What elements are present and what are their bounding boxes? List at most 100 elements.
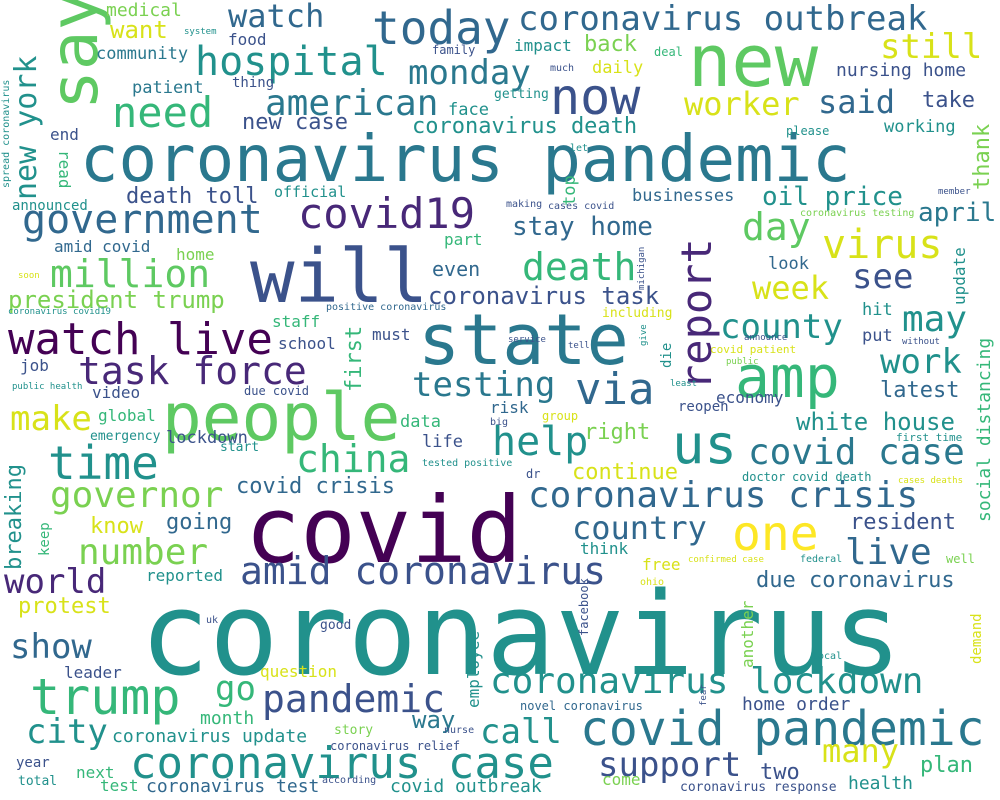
word: spread coronavirus (1, 79, 12, 188)
word: demand (969, 613, 985, 664)
word: nurse (444, 725, 475, 736)
word: lockdown (166, 428, 248, 448)
word: end (50, 125, 79, 144)
word: amid coronavirus (240, 549, 607, 593)
word: nursing home (836, 60, 967, 81)
word: according (322, 775, 377, 786)
word: back (584, 32, 637, 57)
word: employee (464, 630, 483, 708)
word: job (20, 356, 49, 375)
word: covid (245, 477, 522, 584)
word: life (422, 432, 463, 452)
word: due covid (244, 384, 310, 398)
word: member (938, 187, 971, 197)
word: way (412, 706, 456, 734)
word: coronavirus task (428, 282, 660, 310)
word: cases deaths (898, 476, 964, 486)
word: people (162, 379, 401, 456)
word: time (48, 436, 159, 490)
word: another (738, 600, 757, 668)
word: monday (408, 53, 531, 93)
word: death (522, 245, 637, 289)
word: county (720, 307, 843, 347)
word: coronavirus lockdown (490, 661, 924, 702)
word: governor (50, 475, 224, 516)
word: story (334, 723, 374, 738)
word: including (602, 306, 673, 321)
word: video (92, 383, 141, 402)
word: much (550, 63, 575, 74)
word: call (480, 712, 562, 752)
word: staff (272, 312, 321, 331)
word: via (575, 364, 655, 415)
word: leader (64, 663, 122, 682)
word: coronavirus covid19 (8, 307, 111, 317)
word: part (444, 230, 483, 249)
word: look (768, 254, 809, 274)
word: deal (654, 45, 683, 59)
word: us (672, 413, 738, 476)
word: community (96, 44, 189, 64)
word: come (602, 770, 641, 789)
word: confirmed case (688, 555, 764, 565)
word: risk (490, 398, 529, 417)
word: virus (822, 222, 943, 268)
word: work (880, 342, 962, 382)
word: need (112, 88, 214, 137)
word: coronavirus death (412, 114, 638, 139)
word: without (902, 337, 940, 347)
word: coronavirus case (130, 738, 554, 789)
word: must (372, 325, 411, 344)
word: will (250, 234, 429, 320)
word: tell (568, 341, 590, 351)
word: today (372, 1, 511, 55)
word: going (166, 510, 233, 535)
word: take (922, 88, 975, 113)
word: task force (78, 349, 307, 393)
word: city (26, 712, 108, 752)
word: watch (228, 0, 325, 35)
word: two (760, 760, 800, 785)
word: many (822, 732, 900, 770)
word: year (16, 755, 50, 771)
word: first time (896, 431, 963, 444)
word: impact (514, 36, 572, 55)
word: system (184, 27, 217, 37)
word: making (506, 199, 543, 210)
word: emergency (90, 429, 161, 444)
word: hospital (195, 39, 388, 85)
word: put (862, 326, 893, 346)
word: go (215, 669, 256, 709)
word: covid pandemic (580, 701, 985, 757)
word: home order (742, 694, 851, 715)
word: live (845, 532, 932, 573)
word: official (274, 183, 347, 201)
word: good (320, 618, 352, 633)
word: dr (526, 467, 541, 481)
word: getting (494, 87, 549, 102)
word: data (400, 412, 441, 432)
word: free (642, 555, 681, 574)
word: hit (862, 300, 893, 320)
word: test (100, 776, 139, 795)
word: service (508, 335, 546, 345)
word: home (176, 245, 215, 264)
word: make (10, 399, 92, 439)
word: please (786, 124, 830, 138)
word: local (812, 651, 843, 662)
word: doctor (742, 470, 786, 484)
word: plan (920, 753, 973, 778)
word: trump (30, 668, 181, 726)
word: announce (744, 333, 788, 343)
word: amid covid (54, 237, 151, 256)
word: amp (735, 343, 840, 411)
word: thing (232, 75, 275, 91)
word: medical (106, 0, 182, 21)
word: novel coronavirus (520, 699, 643, 713)
word: school (278, 334, 336, 353)
word: thank (970, 123, 995, 190)
word: due coronavirus (756, 568, 955, 593)
word: help (492, 419, 589, 465)
word: month (200, 708, 255, 729)
